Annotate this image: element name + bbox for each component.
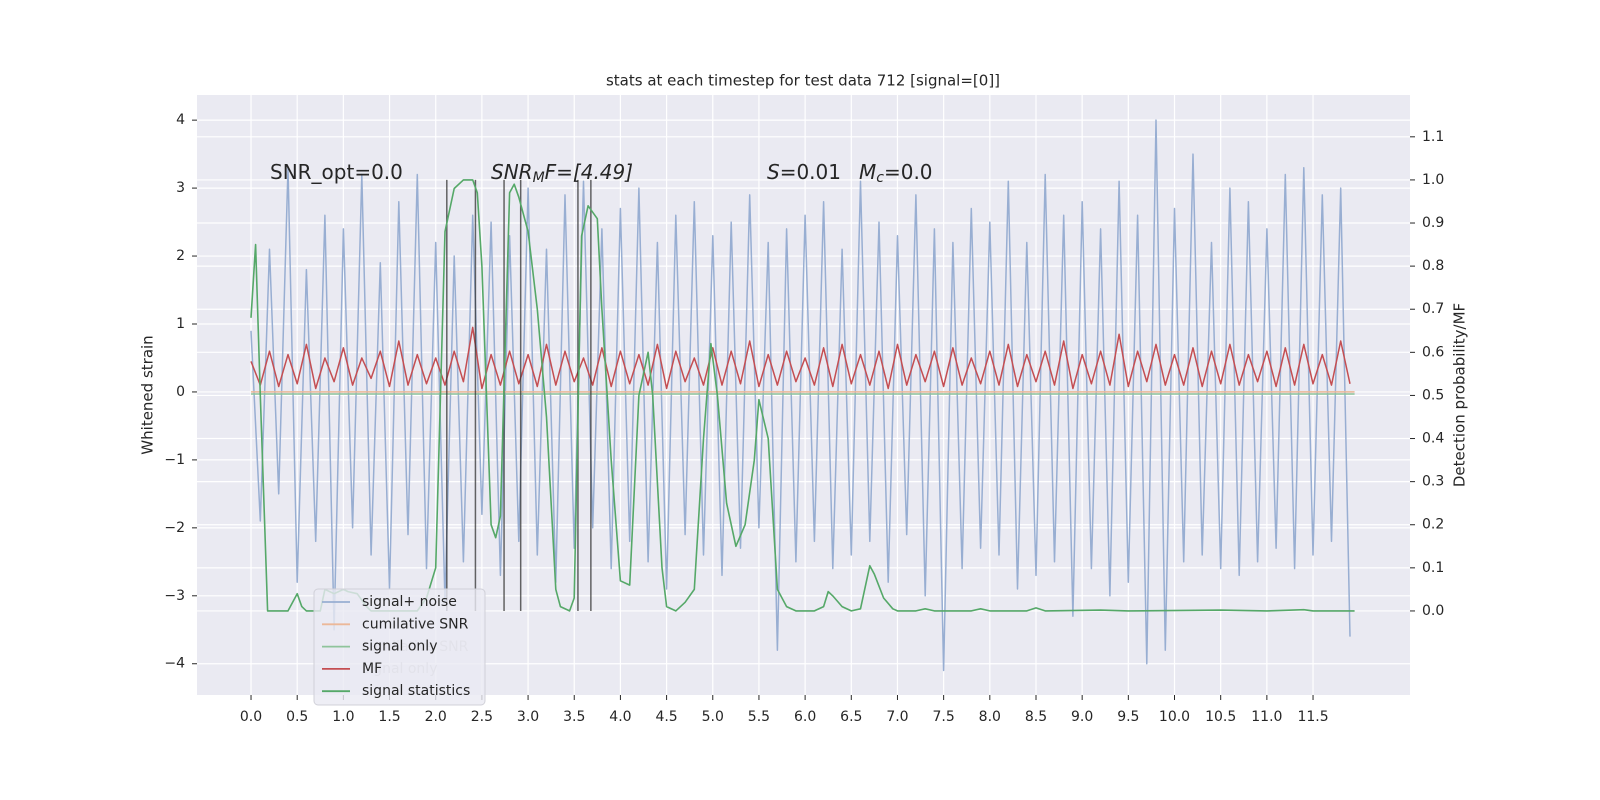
x-tick-label: 11.5 [1297, 709, 1328, 725]
axes: 0.0 0.5 1.0 1.5 2.0 2.5 3.0 3.5 4.0 4.5 5.0 5.5 6.0 6… [164, 112, 1444, 725]
x-tick-label: 6.0 [794, 709, 816, 725]
x-tick-label: 0.0 [240, 709, 262, 725]
annotation-part: M [859, 160, 876, 184]
annotation: S=0.01 [767, 160, 841, 184]
x-tick-label: 4.0 [609, 709, 631, 725]
y-tick-label: 3 [176, 180, 185, 196]
x-tick-label: 2.5 [471, 709, 493, 725]
legend-label: signal statistics [362, 683, 470, 699]
legend-label: signal+ noise [362, 594, 457, 610]
y2-tick-label: 0.3 [1422, 474, 1444, 490]
x-tick-label: 10.5 [1205, 709, 1236, 725]
annotation: SNR_opt=0.0 [270, 160, 403, 184]
y2-tick-label: 0.0 [1422, 603, 1444, 619]
legend-label: signal only [362, 639, 437, 655]
x-tick-label: 6.5 [840, 709, 862, 725]
y-tick-label: −1 [164, 452, 185, 468]
y2-tick-label: 0.2 [1422, 517, 1444, 533]
x-tick-label: 1.0 [332, 709, 354, 725]
y2-tick-label: 0.8 [1422, 258, 1444, 274]
annotation-part: SNR_opt=0.0 [270, 160, 403, 184]
x-tick-label: 5.0 [702, 709, 724, 725]
x-tick-label: 11.0 [1251, 709, 1282, 725]
y2-tick-label: 0.4 [1422, 431, 1444, 447]
legend-box [313, 588, 486, 706]
annotation-part: S [767, 160, 780, 184]
x-tick-label: 9.0 [1071, 709, 1093, 725]
y-tick-label: 0 [176, 384, 185, 400]
y-tick-label: −3 [164, 588, 185, 604]
y-axis-label: Whitened strain [139, 335, 157, 454]
annotation-part: =0.01 [780, 160, 841, 184]
x-tick-label: 8.5 [1025, 709, 1047, 725]
y2-tick-label: 1.1 [1422, 129, 1444, 145]
legend-label: cumilative SNR [362, 616, 469, 632]
annotation: Mc=0.0 [859, 160, 933, 187]
y2-tick-label: 1.0 [1422, 172, 1444, 188]
y2-tick-label: 0.5 [1422, 387, 1444, 403]
y-tick-label: −4 [164, 656, 185, 672]
annotation-part: c [876, 170, 884, 186]
legend-label: MF [362, 661, 382, 677]
x-tick-label: 7.0 [886, 709, 908, 725]
x-tick-label: 5.5 [748, 709, 770, 725]
x-tick-label: 0.5 [286, 709, 308, 725]
annotation-part: M [533, 170, 545, 186]
x-tick-label: 3.0 [517, 709, 539, 725]
x-tick-label: 2.0 [425, 709, 447, 725]
x-tick-label: 8.0 [979, 709, 1001, 725]
y-tick-label: −2 [164, 520, 185, 536]
y2-tick-label: 0.6 [1422, 344, 1444, 360]
y-tick-label: 2 [176, 248, 185, 264]
y-tick-label: 1 [176, 316, 185, 332]
annotation: SNRMF=[4.49] [491, 160, 633, 187]
chart-title: stats at each timestep for test data 712… [606, 72, 1000, 90]
annotation-part: =0.0 [884, 160, 933, 184]
annotation-part: F=[4.49] [545, 160, 633, 184]
y2-axis-label: Detection probability/MF [1451, 303, 1469, 487]
series-line [250, 119, 1351, 672]
x-tick-label: 1.5 [378, 709, 400, 725]
x-tick-label: 10.0 [1159, 709, 1190, 725]
y2-tick-label: 0.7 [1422, 301, 1444, 317]
annotation-part: SNR [491, 160, 533, 184]
x-tick-label: 9.5 [1117, 709, 1139, 725]
x-tick-label: 3.5 [563, 709, 585, 725]
y-tick-label: 4 [176, 112, 185, 128]
x-tick-label: 7.5 [933, 709, 955, 725]
series-line [250, 326, 1351, 390]
x-tick-label: 4.5 [655, 709, 677, 725]
y2-tick-label: 0.1 [1422, 560, 1444, 576]
y2-tick-label: 0.9 [1422, 215, 1444, 231]
